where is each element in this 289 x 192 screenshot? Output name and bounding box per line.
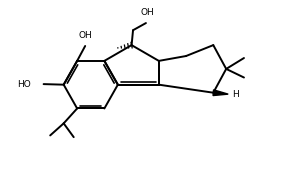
Text: HO: HO: [17, 80, 31, 89]
Text: OH: OH: [140, 8, 154, 17]
Text: OH: OH: [79, 31, 92, 40]
Polygon shape: [213, 90, 228, 96]
Text: H: H: [232, 90, 238, 99]
